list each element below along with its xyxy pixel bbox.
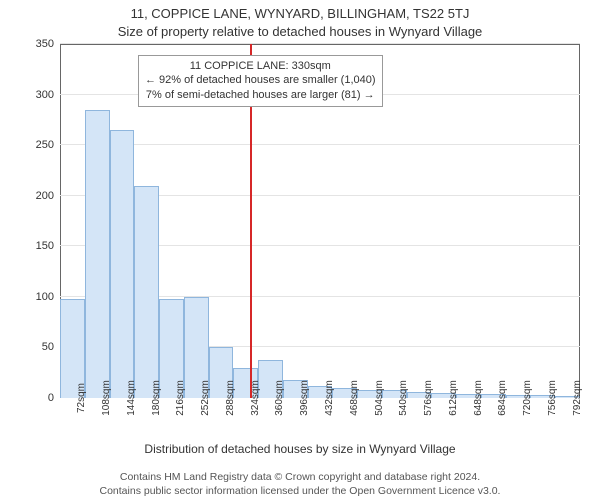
gridline — [60, 144, 580, 145]
x-axis-label: Distribution of detached houses by size … — [0, 442, 600, 456]
x-tick-label: 108sqm — [97, 380, 112, 416]
histogram-chart: 11, COPPICE LANE, WYNYARD, BILLINGHAM, T… — [0, 0, 600, 500]
x-tick-label: 468sqm — [345, 380, 360, 416]
y-tick-label: 300 — [36, 89, 60, 101]
x-tick-label: 216sqm — [171, 380, 186, 416]
annotation-line1: 11 COPPICE LANE: 330sqm — [145, 59, 376, 74]
histogram-bar — [110, 130, 135, 398]
x-tick-label: 360sqm — [270, 380, 285, 416]
histogram-bar — [85, 110, 110, 398]
x-tick-label: 72sqm — [72, 383, 87, 413]
histogram-bar — [134, 186, 159, 398]
x-tick-label: 756sqm — [543, 380, 558, 416]
x-tick-label: 720sqm — [518, 380, 533, 416]
x-tick-label: 612sqm — [444, 380, 459, 416]
x-tick-label: 792sqm — [568, 380, 583, 416]
chart-title-line2: Size of property relative to detached ho… — [0, 24, 600, 39]
annotation-line3: 7% of semi-detached houses are larger (8… — [145, 88, 376, 103]
y-tick-label: 250 — [36, 139, 60, 151]
y-tick-label: 0 — [48, 392, 60, 404]
x-tick-label: 432sqm — [320, 380, 335, 416]
chart-title-line1: 11, COPPICE LANE, WYNYARD, BILLINGHAM, T… — [0, 6, 600, 21]
y-tick-label: 200 — [36, 190, 60, 202]
footer-attribution: Contains HM Land Registry data © Crown c… — [0, 470, 600, 498]
y-tick-label: 50 — [42, 341, 60, 353]
y-tick-label: 150 — [36, 240, 60, 252]
x-tick-label: 648sqm — [469, 380, 484, 416]
gridline — [60, 43, 580, 44]
annotation-line2: ← 92% of detached houses are smaller (1,… — [145, 73, 376, 88]
x-tick-label: 504sqm — [370, 380, 385, 416]
x-tick-label: 576sqm — [419, 380, 434, 416]
x-tick-label: 396sqm — [295, 380, 310, 416]
x-tick-label: 144sqm — [122, 380, 137, 416]
x-tick-label: 324sqm — [246, 380, 261, 416]
annotation-box: 11 COPPICE LANE: 330sqm← 92% of detached… — [138, 55, 383, 108]
y-tick-label: 100 — [36, 291, 60, 303]
x-tick-label: 180sqm — [147, 380, 162, 416]
footer-line2: Contains public sector information licen… — [0, 484, 600, 498]
x-tick-label: 684sqm — [493, 380, 508, 416]
footer-line1: Contains HM Land Registry data © Crown c… — [0, 470, 600, 484]
x-tick-label: 540sqm — [394, 380, 409, 416]
y-tick-label: 350 — [36, 38, 60, 50]
plot-area: 05010015020025030035072sqm108sqm144sqm18… — [60, 44, 580, 398]
x-tick-label: 288sqm — [221, 380, 236, 416]
x-tick-label: 252sqm — [196, 380, 211, 416]
